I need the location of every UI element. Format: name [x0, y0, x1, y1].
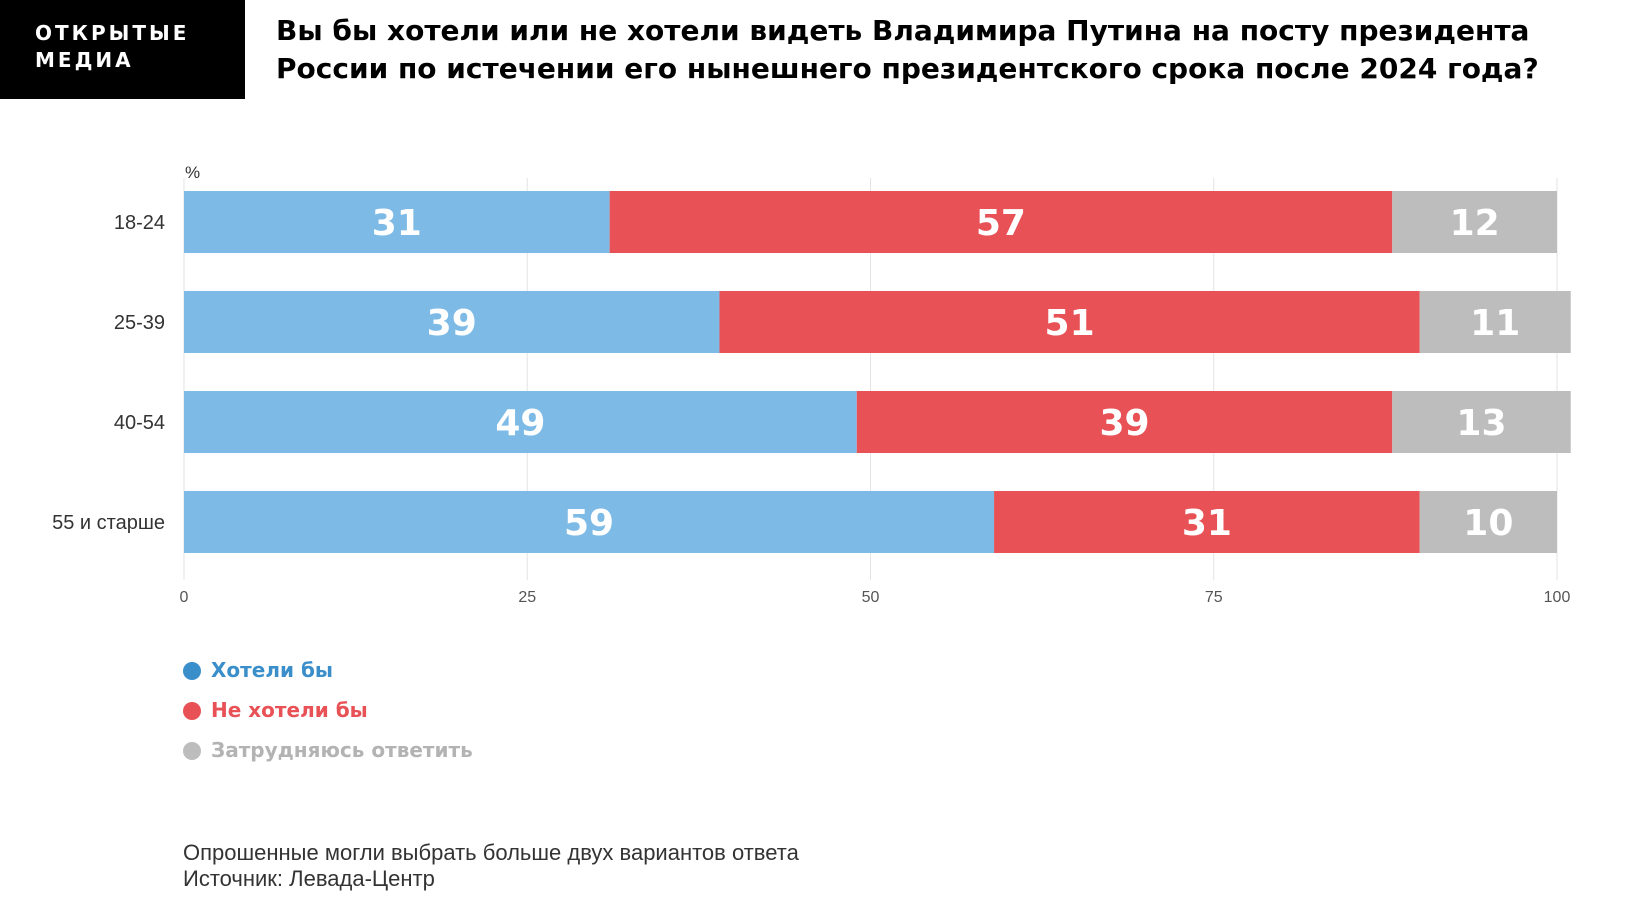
logo-line-2: МЕДИА: [35, 48, 134, 72]
bar-value-label: 39: [427, 303, 477, 344]
footer-source: Источник: Левада-Центр: [183, 866, 435, 891]
bar-segment: [609, 191, 1393, 253]
unit-label: %: [185, 163, 200, 182]
chart-title-line-1: Вы бы хотели или не хотели видеть Владим…: [276, 14, 1530, 47]
bar-value-label: 31: [1182, 503, 1232, 544]
chart-title: Вы бы хотели или не хотели видеть Владим…: [276, 12, 1616, 88]
bar-value-label: 11: [1470, 303, 1520, 344]
x-tick-label: 75: [1205, 589, 1223, 606]
logo-line-1: ОТКРЫТЫЕ: [35, 21, 190, 45]
chart-footer: Опрошенные могли выбрать больше двух вар…: [183, 840, 799, 892]
bar-value-label: 57: [976, 203, 1026, 244]
legend-dot-icon: [183, 662, 201, 680]
bar-segment: [1392, 391, 1571, 453]
bar-value-label: 49: [495, 403, 545, 444]
category-label: 40-54: [114, 412, 165, 434]
x-tick-label: 50: [862, 589, 880, 606]
bar-segment: [1419, 491, 1557, 553]
bar-value-label: 31: [372, 203, 422, 244]
bar-segment: [184, 291, 720, 353]
bar-value-label: 51: [1045, 303, 1095, 344]
category-label: 55 и старше: [52, 512, 165, 534]
bar-value-label: 10: [1463, 503, 1513, 544]
logo: ОТКРЫТЫЕ МЕДИА: [0, 0, 245, 99]
footer-note: Опрошенные могли выбрать больше двух вар…: [183, 840, 799, 865]
legend-dot-icon: [183, 742, 201, 760]
chart-title-line-2: России по истечении его нынешнего презид…: [276, 52, 1539, 85]
bar-segment: [1419, 291, 1571, 353]
bar-segment: [184, 491, 995, 553]
legend-label: Хотели бы: [211, 658, 333, 682]
bar-segment: [184, 391, 857, 453]
stacked-bar-chart: % 18-24 31 57 12 25-39 39 51 11 40-54 49 39 13 55 и с…: [52, 163, 1571, 606]
category-label: 18-24: [114, 212, 165, 234]
legend-label: Не хотели бы: [211, 698, 368, 722]
bar-segment: [1392, 191, 1557, 253]
x-tick-label: 100: [1544, 589, 1571, 606]
category-label: 25-39: [114, 312, 165, 334]
bar-segment: [184, 191, 610, 253]
bar-segment: [719, 291, 1420, 353]
bar-value-label: 13: [1456, 403, 1506, 444]
bar-value-label: 39: [1099, 403, 1149, 444]
bar-segment: [994, 491, 1420, 553]
bar-value-label: 12: [1450, 203, 1500, 244]
legend-dot-icon: [183, 702, 201, 720]
bar-segment: [856, 391, 1393, 453]
x-tick-label: 0: [180, 589, 189, 606]
bar-value-label: 59: [564, 503, 614, 544]
legend-label: Затрудняюсь ответить: [211, 738, 473, 762]
x-tick-label: 25: [518, 589, 536, 606]
